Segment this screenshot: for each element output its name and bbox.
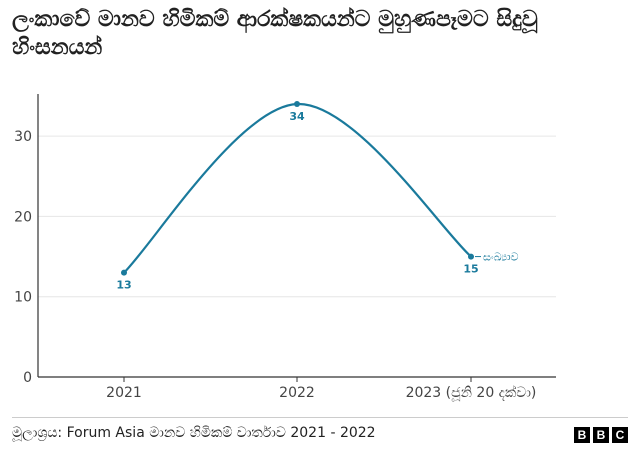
series-line [123,102,472,274]
data-label: 15 [463,263,478,276]
chart-title: ලංකාවේ මානව හිමිකම් ආරක්ෂකයන්ට මුහුණපෑමට… [12,7,538,60]
logo-letter: C [612,427,628,443]
data-point [468,253,474,260]
logo-letter: B [574,427,590,443]
data-point [294,101,300,108]
line-chart: 0 10 20 30 2021 2022 2023 (ජූනි 20 දක්වා) 13 3… [14,94,556,402]
series-group: 13 34 15 සංඛ්‍යාව [116,101,519,292]
data-point [121,269,127,276]
x-tick-label: 2021 [106,385,142,401]
x-axis-ticks: 2021 2022 2023 (ජූනි 20 දක්වා) [106,377,536,402]
y-tick-label: 10 [14,290,32,306]
data-label: 34 [289,110,305,123]
source-note: මූලාශ්‍රය: Forum Asia මානව හිමිකම් වාර්ත… [12,425,376,441]
gridlines [38,135,556,298]
y-tick-label: 0 [23,370,32,386]
data-label: 13 [116,279,131,292]
x-tick-label: 2022 [279,385,315,401]
series-name-label: සංඛ්‍යාව [483,251,519,264]
y-tick-label: 30 [14,129,32,145]
y-axis-ticks: 0 10 20 30 [14,129,32,386]
footer-divider [12,417,628,418]
x-tick-label: 2023 (ජූනි 20 දක්වා) [406,385,537,402]
y-tick-label: 20 [14,209,32,225]
bbc-logo: B B C [574,427,628,443]
logo-letter: B [593,427,609,443]
